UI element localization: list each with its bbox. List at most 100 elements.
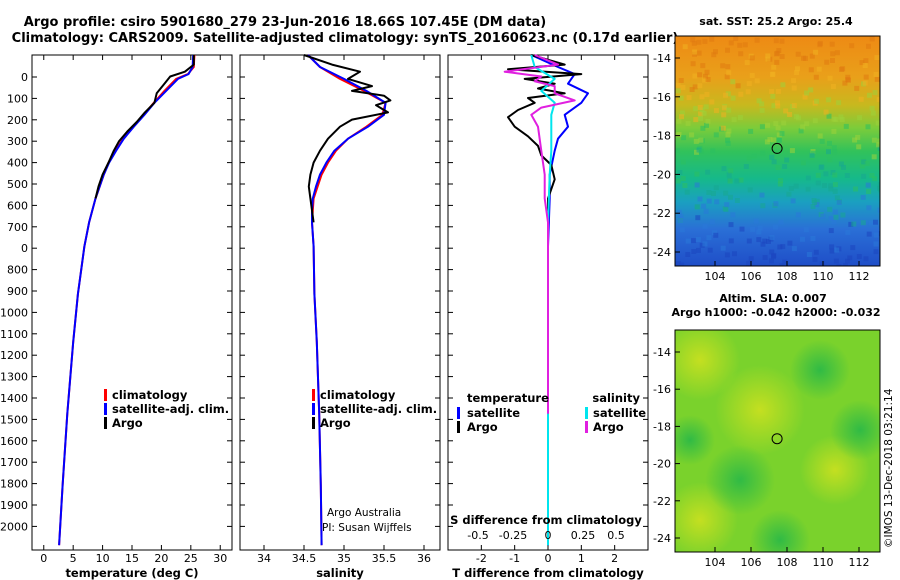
sst-pixel <box>794 70 800 76</box>
sst-pixel <box>877 138 880 144</box>
sst-pixel <box>771 64 777 70</box>
sst-pixel <box>724 202 730 208</box>
sst-pixel <box>762 238 768 244</box>
sst-pixel <box>703 104 709 110</box>
sst-pixel <box>836 100 842 106</box>
map-lon-label: 104 <box>705 270 726 283</box>
sst-pixel <box>786 191 792 197</box>
sst-pixel <box>750 226 756 232</box>
sst-pixel <box>685 238 691 244</box>
sst-pixel <box>842 80 848 86</box>
sst-pixel <box>819 261 825 266</box>
depth-tick-label: 2000 <box>0 520 28 533</box>
sst-pixel <box>833 258 839 264</box>
sst-pixel <box>769 258 774 264</box>
sst-pixel <box>866 205 872 211</box>
salinity-diff-tick-label: -0.25 <box>499 529 527 542</box>
depth-tick-label: 200 <box>7 114 28 127</box>
sst-pixel <box>832 149 838 155</box>
sst-pixel <box>759 101 765 107</box>
sst-pixel <box>704 69 710 75</box>
sst-pixel <box>814 198 820 204</box>
sst-pixel <box>843 263 848 266</box>
sst-pixel <box>760 241 766 247</box>
x-tick-label: 10 <box>96 552 110 565</box>
sst-pixel <box>866 43 871 49</box>
sst-pixel <box>705 169 711 175</box>
sst-pixel <box>726 128 732 134</box>
sst-pixel <box>695 215 701 221</box>
sst-pixel <box>756 237 762 243</box>
salinity-annotation-line2: PI: Susan Wijffels <box>322 522 412 534</box>
sst-pixel <box>678 219 684 225</box>
sst-pixel <box>689 87 695 92</box>
map-lat-label: -20 <box>653 168 671 181</box>
sst-pixel <box>706 190 712 195</box>
sst-pixel <box>697 72 703 78</box>
sst-pixel <box>721 112 727 118</box>
depth-tick-label: 400 <box>7 157 28 170</box>
sst-pixel <box>754 78 760 84</box>
x-tick-label: 15 <box>125 552 139 565</box>
sst-pixel <box>696 39 702 45</box>
sst-pixel <box>680 176 686 182</box>
sst-pixel <box>830 51 836 57</box>
sst-pixel <box>809 53 815 59</box>
sst-pixel <box>795 66 800 72</box>
legend-swatch <box>312 417 315 429</box>
sst-pixel <box>834 247 840 253</box>
sst-pixel <box>828 228 834 234</box>
legend-entry: Argo <box>593 420 624 434</box>
sst-pixel <box>765 56 771 62</box>
salinity-diff-tick-label: 0.5 <box>607 529 625 542</box>
sst-pixel <box>702 38 708 44</box>
sst-pixel <box>722 206 728 212</box>
sst-pixel <box>809 152 815 158</box>
sst-pixel <box>836 200 842 205</box>
sst-pixel <box>793 183 799 189</box>
sst-pixel <box>700 125 706 131</box>
legend-swatch <box>585 407 588 419</box>
sst-pixel <box>853 186 859 192</box>
sst-pixel <box>834 195 840 201</box>
sst-pixel <box>865 124 871 130</box>
sst-pixel <box>829 248 835 254</box>
sst-pixel <box>832 182 838 188</box>
sst-pixel <box>774 51 779 57</box>
salinity-diff-tick-label: 0.25 <box>571 529 596 542</box>
map-lon-label: 112 <box>849 556 870 569</box>
depth-tick-label: 1600 <box>0 435 28 448</box>
depth-tick-label: 1900 <box>0 499 28 512</box>
depth-tick-label: 1000 <box>0 306 28 319</box>
sst-pixel <box>776 132 782 138</box>
sst-pixel <box>856 144 862 150</box>
sst-pixel <box>771 137 777 143</box>
sst-pixel <box>839 117 845 123</box>
sst-pixel <box>845 258 850 264</box>
sla-map-axes: -14 -16 -18 -20 -22 -24 104 106 108 110 112 <box>653 346 869 569</box>
sst-pixel <box>703 208 709 214</box>
sst-pixel <box>832 188 838 194</box>
sst-pixel <box>832 172 838 178</box>
sst-pixel <box>706 235 712 241</box>
legend-entry: Argo <box>112 416 143 430</box>
sst-pixel <box>679 114 684 120</box>
sst-pixel <box>739 226 745 232</box>
sst-pixel <box>709 219 715 225</box>
sst-pixel <box>823 171 829 177</box>
sst-pixel <box>725 64 731 70</box>
sst-pixel <box>800 160 806 166</box>
sst-pixel <box>695 204 701 210</box>
sst-pixel <box>690 61 696 67</box>
sst-pixel <box>721 166 727 172</box>
map-lat-label: -20 <box>653 458 671 471</box>
sst-pixel <box>775 103 781 109</box>
sst-map <box>675 36 880 266</box>
sst-pixel <box>817 133 823 139</box>
sst-pixel <box>822 183 827 188</box>
sst-profile-marker <box>771 142 783 154</box>
sst-pixel <box>800 124 806 130</box>
sst-pixel <box>759 107 765 113</box>
sst-pixel <box>746 81 752 87</box>
sst-pixel <box>834 50 840 56</box>
